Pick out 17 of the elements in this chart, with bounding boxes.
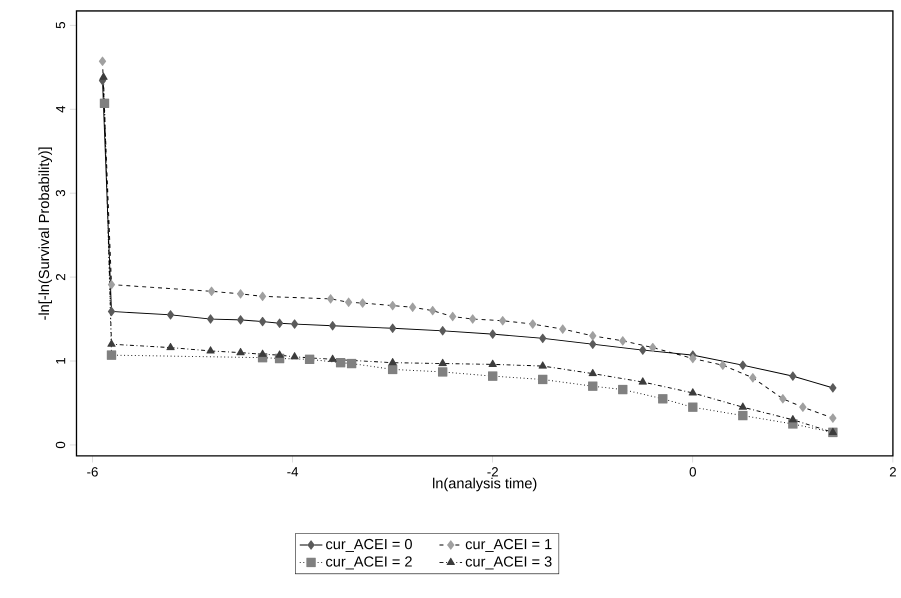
y-tick-label: 2 <box>56 274 66 280</box>
legend-label: cur_ACEI = 3 <box>466 556 552 570</box>
x-tick-label: -2 <box>487 467 498 476</box>
y-tick-label: 0 <box>56 442 66 448</box>
x-axis-title: ln(analysis time) <box>433 478 536 492</box>
legend-label: cur_ACEI = 0 <box>326 538 412 552</box>
x-tick-label: -6 <box>87 467 98 477</box>
x-tick-label: 0 <box>690 467 696 477</box>
x-tick-label: -4 <box>287 467 298 476</box>
x-tick-label: 2 <box>890 467 896 476</box>
y-tick-label: 1 <box>56 358 66 364</box>
y-tick-label: 3 <box>56 190 66 196</box>
y-tick-label: 4 <box>56 106 66 113</box>
legend-label: cur_ACEI = 1 <box>466 538 552 552</box>
y-tick-label: 5 <box>56 22 66 28</box>
y-axis-title: -ln[-ln(Survival Probability)] <box>38 148 52 320</box>
legend-label: cur_ACEI = 2 <box>326 556 412 570</box>
